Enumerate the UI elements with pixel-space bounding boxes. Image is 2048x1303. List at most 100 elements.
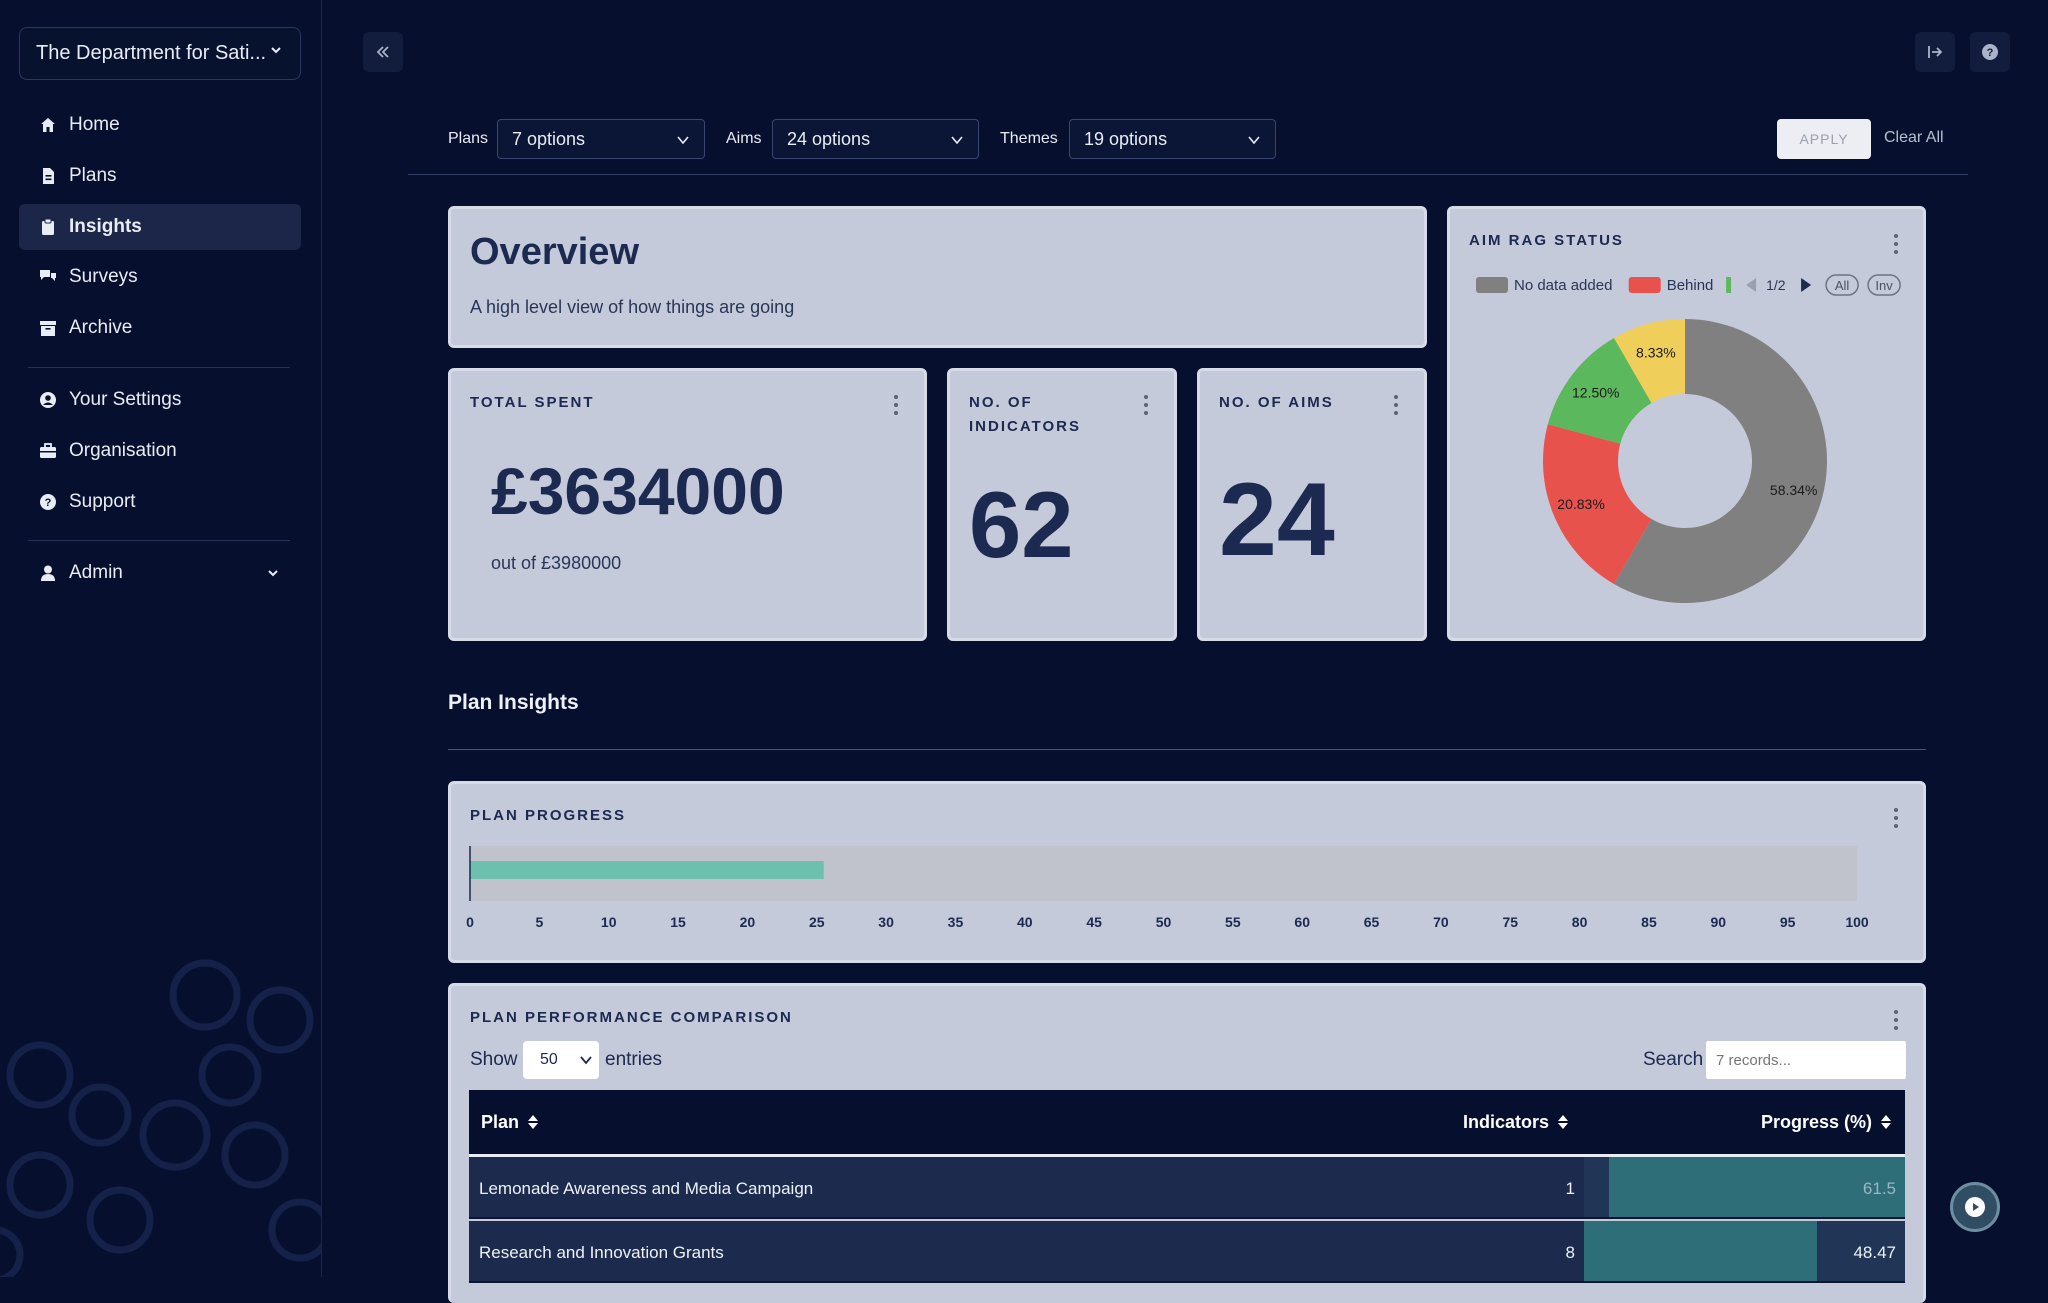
show-label: Show (470, 1049, 518, 1070)
pie-slice-label: 58.34% (1770, 482, 1817, 498)
more-options-icon[interactable] (893, 395, 899, 417)
svg-text:?: ? (45, 497, 52, 509)
plan-progress-card: PLAN PROGRESS 0 5 10 15 20 25 30 35 40 45 50 55 60 65… (448, 781, 1926, 963)
x-tick-label: 95 (1780, 914, 1796, 930)
progress-cell: 61.5 (1584, 1157, 1905, 1217)
column-header-label: Plan (481, 1112, 520, 1132)
sort-icon (1558, 1115, 1569, 1129)
sidebar-item-plans[interactable]: Plans (19, 153, 301, 199)
sidebar-item-label: Plans (69, 165, 117, 186)
column-header-indicators[interactable]: Indicators (1463, 1112, 1569, 1133)
x-tick-label: 40 (1017, 914, 1033, 930)
plans-filter-label: Plans (448, 130, 489, 147)
x-tick-label: 15 (670, 914, 686, 930)
progress-fill (1584, 1221, 1817, 1281)
sidebar: The Department for Sati... Home Plans In… (0, 0, 322, 1277)
aims-filter-select[interactable]: 24 options (772, 119, 979, 159)
sidebar-item-your-settings[interactable]: Your Settings (19, 377, 301, 423)
sidebar-item-surveys[interactable]: Surveys (19, 254, 301, 300)
more-options-icon[interactable] (1393, 395, 1399, 417)
x-tick-label: 25 (809, 914, 825, 930)
legend-button-label: All (1835, 278, 1850, 293)
themes-filter-select[interactable]: 19 options (1069, 119, 1276, 159)
progress-value: 48.47 (1853, 1243, 1896, 1262)
table-row[interactable]: Research and Innovation Grants 8 48.47 (469, 1221, 1905, 1283)
x-tick-label: 0 (466, 914, 474, 930)
x-tick-label: 65 (1364, 914, 1380, 930)
legend-prev-icon (1746, 278, 1757, 292)
column-header-plan[interactable]: Plan (481, 1112, 539, 1133)
legend-label: Behind (1667, 277, 1714, 294)
sort-icon (1881, 1115, 1891, 1129)
collapse-sidebar-button[interactable] (363, 32, 403, 72)
sidebar-item-label: Admin (69, 562, 123, 583)
more-options-icon[interactable] (1893, 1010, 1899, 1032)
pie-slice (1547, 338, 1652, 444)
x-tick-label: 80 (1572, 914, 1588, 930)
organisation-name: The Department for Sati... (36, 42, 267, 64)
main-content: ? (323, 0, 2048, 1277)
column-header-label: Progress (%) (1760, 1112, 1872, 1132)
sidebar-item-label: Home (69, 114, 120, 135)
indicators-cell: 1 (1565, 1179, 1575, 1198)
briefcase-icon (40, 443, 56, 458)
legend-inv-button (1867, 274, 1901, 296)
archive-icon (40, 321, 56, 336)
x-tick-label: 85 (1641, 914, 1657, 930)
chevron-down-icon (268, 570, 278, 577)
sidebar-item-support[interactable]: ? Support (19, 479, 301, 525)
more-options-icon[interactable] (1893, 808, 1899, 830)
svg-text:?: ? (1987, 47, 1994, 59)
x-tick-label: 100 (1845, 914, 1869, 930)
plan-comparison-title: PLAN PERFORMANCE COMPARISON (470, 1009, 793, 1026)
table-header: Plan Indicators Progress (%) (469, 1090, 1905, 1154)
organisation-selector[interactable]: The Department for Sati... (19, 27, 301, 80)
more-options-icon[interactable] (1893, 234, 1899, 256)
x-tick-label: 20 (740, 914, 756, 930)
legend-page: 1/2 (1766, 277, 1786, 293)
more-options-icon[interactable] (1143, 395, 1149, 417)
help-button[interactable]: ? (1970, 32, 2010, 72)
plan-name-cell: Research and Innovation Grants (479, 1243, 724, 1262)
search-input[interactable] (1706, 1041, 1906, 1079)
aims-card: NO. OF AIMS 24 (1197, 368, 1427, 641)
apply-button[interactable]: APPLY (1777, 119, 1871, 159)
plan-progress-title: PLAN PROGRESS (470, 807, 627, 824)
filter-divider (408, 174, 1968, 175)
overview-card: Overview A high level view of how things… (448, 206, 1427, 348)
total-spent-value: £3634000 (491, 454, 785, 528)
question-circle-icon: ? (40, 494, 56, 510)
sidebar-item-home[interactable]: Home (19, 102, 301, 148)
chevron-down-icon (951, 136, 963, 145)
sidebar-item-label: Surveys (69, 266, 138, 287)
entries-select[interactable]: 50 (523, 1041, 599, 1079)
legend-all-button (1825, 274, 1859, 296)
plan-insights-heading: Plan Insights (448, 691, 579, 714)
chevrons-left-icon (376, 46, 389, 58)
header-underline (469, 1154, 1905, 1157)
floating-action-button[interactable] (1950, 1182, 2000, 1232)
chevron-down-icon (580, 1056, 592, 1065)
x-tick-label: 45 (1086, 914, 1102, 930)
aims-value: 24 (1219, 462, 1335, 578)
clear-all-link[interactable]: Clear All (1884, 129, 1944, 146)
column-header-label: Indicators (1463, 1112, 1550, 1132)
legend-swatch (1476, 277, 1508, 293)
legend-swatch (1628, 277, 1661, 293)
pie-slice (1613, 319, 1827, 603)
legend-next-icon (1801, 278, 1812, 292)
themes-filter-label: Themes (1000, 130, 1058, 147)
aims-filter-label: Aims (726, 130, 762, 147)
plans-filter-select[interactable]: 7 options (497, 119, 705, 159)
sidebar-item-archive[interactable]: Archive (19, 305, 301, 351)
sidebar-item-organisation[interactable]: Organisation (19, 428, 301, 474)
table-row[interactable]: Lemonade Awareness and Media Campaign 1 … (469, 1157, 1905, 1219)
sidebar-item-admin[interactable]: Admin (19, 550, 301, 596)
logout-button[interactable] (1915, 32, 1955, 72)
pie-slice (1543, 424, 1652, 584)
total-spent-budget: out of £3980000 (491, 553, 622, 573)
sidebar-item-insights[interactable]: Insights (19, 204, 301, 250)
sidebar-item-label: Support (69, 491, 136, 512)
themes-filter-value: 19 options (1084, 128, 1168, 149)
column-header-progress[interactable]: Progress (%) (1761, 1112, 1891, 1133)
